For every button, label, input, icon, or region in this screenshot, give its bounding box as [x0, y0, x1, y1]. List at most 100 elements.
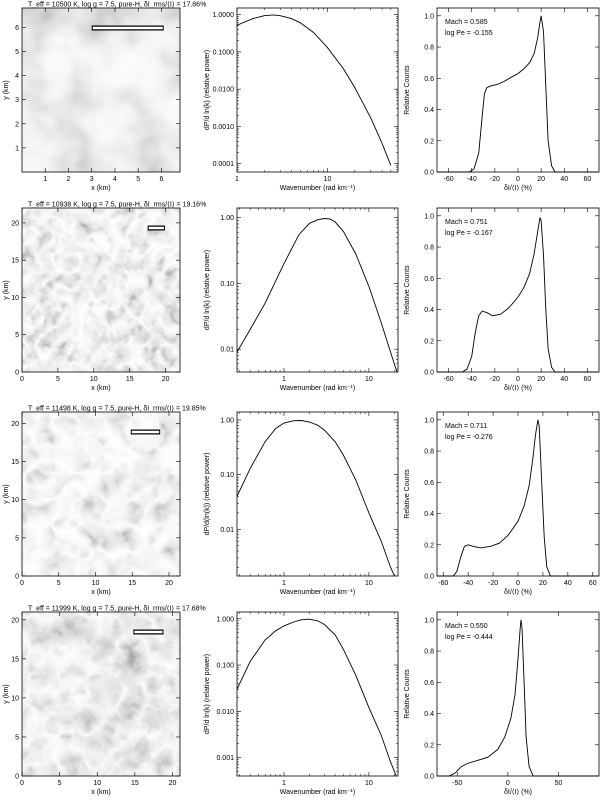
intensity-histogram-panel: -60 -40 -20 0 20 40 60 0.0 0.2 0.4 0.6 0.8 1.0 δI/⟨I⟩… [404, 7, 600, 192]
y-tick-label: 0.0 [424, 774, 434, 781]
y-axis-label: y (km) [3, 484, 10, 503]
x-tick-label: 60 [584, 376, 592, 383]
y-tick-label: 0.8 [424, 649, 434, 656]
y-axis-label: y (km) [3, 80, 10, 99]
x-axis-label: x (km) [91, 185, 110, 192]
y-tick-label: 1.0000 [213, 12, 235, 19]
x-tick-label: 10 [90, 376, 98, 383]
mach-annotation: Mach = 0.585 [445, 19, 488, 26]
intensity-map [22, 412, 180, 576]
intensity-map [22, 612, 180, 776]
x-tick-label: 60 [589, 580, 597, 587]
x-axis-label: x (km) [91, 589, 110, 596]
y-tick-label: 10 [11, 497, 19, 504]
x-tick-label: 15 [131, 780, 139, 787]
y-tick-label: 15 [11, 258, 19, 265]
x-tick-label: 6 [159, 176, 163, 183]
x-tick-label: 1 [282, 780, 286, 787]
y-tick-label: 0 [15, 370, 19, 377]
y-tick-label: 1.0 [424, 417, 434, 424]
mach-annotation: Mach = 0.751 [445, 219, 488, 226]
y-axis-label: dP/d ln(k) (relative power) [204, 50, 211, 130]
x-tick-label: 40 [560, 376, 568, 383]
x-tick-label: 20 [537, 376, 545, 383]
panel-title: T_eff = 11498 K, log g = 7.5, pure-H, δI… [28, 405, 206, 413]
y-tick-label: 0.6 [424, 276, 434, 283]
y-tick-label: 10 [11, 695, 19, 702]
y-tick-label: 0.8 [424, 449, 434, 456]
x-tick-label: 5 [57, 580, 61, 587]
spectrum-frame [236, 207, 399, 373]
x-tick-label: 20 [539, 580, 547, 587]
x-tick-label: 10 [324, 176, 332, 183]
y-axis-label: dP/d(ln(k)) (relative power) [204, 453, 211, 536]
y-tick-label: 3 [15, 97, 19, 104]
y-tick-label: 0.0 [424, 574, 434, 581]
y-tick-label: 15 [11, 656, 19, 663]
power-spectrum-panel: 1 10 1.0000 0.1000 0.0100 0.0010 0.0001 Wavenum… [204, 7, 399, 192]
panel-title: T_eff = 11999 K, log g = 7.5, pure-H, δI… [28, 605, 206, 613]
x-axis-label: δI/⟨I⟩ (%) [504, 788, 532, 796]
image-frame [21, 7, 181, 173]
y-tick-label: 0.100 [216, 663, 234, 670]
x-tick-label: 0 [516, 580, 520, 587]
y-tick-label: 0.8 [424, 45, 434, 52]
y-tick-label: 0.8 [424, 245, 434, 252]
x-tick-label: -50 [452, 780, 462, 787]
y-axis-label: y (km) [3, 280, 10, 299]
x-tick-label: 60 [584, 176, 592, 183]
spectrum-frame [236, 611, 399, 777]
x-tick-label: 5 [136, 176, 140, 183]
y-tick-label: 1.0 [424, 617, 434, 624]
x-axis-label: Wavenumber (rad km⁻¹) [280, 589, 355, 596]
x-tick-label: 50 [555, 780, 563, 787]
x-tick-label: 20 [162, 376, 170, 383]
y-tick-label: 0.010 [216, 709, 234, 716]
peclet-annotation: log Pe = -0.167 [445, 230, 493, 237]
y-axis-label: dP/d ln(k) (relative power) [204, 654, 211, 734]
granulation-image-panel: 1 2 3 4 5 6 1 2 3 4 5 6 x (km) y (km) T_eff = 10500 K,… [3, 1, 206, 193]
x-tick-label: 20 [169, 780, 177, 787]
spectrum-line [237, 618, 397, 776]
x-tick-label: 0 [516, 376, 520, 383]
y-tick-label: 1.00 [220, 417, 234, 424]
histogram-line [437, 217, 599, 373]
y-tick-label: 0.01 [220, 527, 234, 534]
y-tick-label: 5 [15, 734, 19, 741]
y-tick-label: 0.0100 [213, 87, 235, 94]
y-tick-label: 1.00 [220, 215, 234, 222]
y-tick-label: 5 [15, 535, 19, 542]
intensity-histogram-panel: -50 0 50 0.0 0.2 0.4 0.6 0.8 1.0 δI/⟨I⟩ (%) Relati… [404, 611, 600, 796]
y-tick-label: 0.0 [424, 370, 434, 377]
image-frame [21, 411, 181, 577]
x-tick-label: 1 [43, 176, 47, 183]
x-tick-label: 0 [506, 780, 510, 787]
y-tick-label: 2 [15, 121, 19, 128]
y-tick-label: 4 [15, 73, 19, 80]
x-tick-label: 5 [56, 376, 60, 383]
power-spectrum-panel: 1 10 1.00 0.10 0.01 Wavenumber (rad km⁻¹) dP/d… [204, 207, 399, 392]
y-tick-label: 0.0001 [213, 161, 235, 168]
spectrum-frame [236, 411, 399, 577]
x-tick-label: 10 [365, 780, 373, 787]
y-axis-label: dP/d ln(k) (relative power) [204, 250, 211, 330]
y-tick-label: 1.000 [216, 616, 234, 623]
y-tick-label: 20 [11, 617, 19, 624]
image-frame [21, 611, 181, 777]
x-tick-label: 20 [165, 580, 173, 587]
x-tick-label: -20 [488, 580, 498, 587]
x-tick-label: -20 [490, 376, 500, 383]
x-tick-label: 0 [20, 780, 24, 787]
y-tick-label: 0.1000 [213, 49, 235, 56]
x-tick-label: 1 [282, 580, 286, 587]
y-tick-label: 0.2 [424, 138, 434, 145]
intensity-histogram-panel: -60 -40 -20 0 20 40 60 0.0 0.2 0.4 0.6 0.8 1.0 δI/⟨I⟩… [404, 207, 600, 392]
y-tick-label: 0.2 [424, 542, 434, 549]
x-axis-label: Wavenumber (rad km⁻¹) [280, 789, 355, 796]
x-tick-label: 10 [93, 780, 101, 787]
y-axis-label: y (km) [3, 684, 10, 703]
x-axis-label: δI/⟨I⟩ (%) [504, 384, 532, 392]
